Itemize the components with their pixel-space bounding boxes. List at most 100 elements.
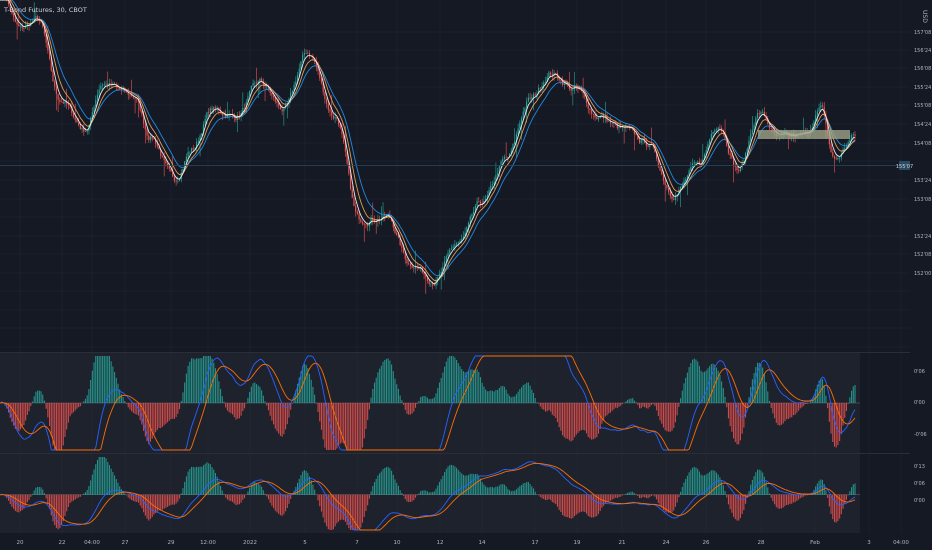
slow-line [0, 355, 856, 451]
fast-line [0, 461, 856, 531]
candle-body [837, 157, 839, 160]
candle-body [283, 108, 285, 112]
candle-body [560, 80, 562, 81]
candle-body [455, 243, 458, 245]
candle-body [854, 134, 856, 136]
candle-body [98, 89, 100, 95]
candle-body [324, 92, 326, 99]
candle-body [534, 94, 536, 96]
candle-body [119, 87, 121, 90]
candle-body [426, 277, 429, 282]
candle-body [647, 145, 649, 147]
candle-body [90, 117, 92, 126]
candle-body [100, 86, 102, 90]
candle-body [833, 156, 836, 159]
candle-body [466, 227, 468, 233]
candle-body [715, 129, 718, 131]
candle-body [404, 252, 406, 260]
candle-body [714, 130, 716, 132]
candle-body [168, 166, 170, 169]
candle-body [173, 176, 176, 181]
candle-body [474, 205, 476, 212]
candle-body [615, 123, 617, 125]
candle-body [609, 121, 612, 124]
candle-body [591, 109, 593, 114]
candle-body [464, 232, 466, 237]
candle-body [161, 155, 164, 158]
candle-body [372, 218, 374, 221]
candle-body [541, 86, 543, 88]
candle-body [850, 135, 853, 140]
candle-body [339, 124, 341, 129]
candle-body [355, 206, 357, 212]
candle-body [678, 190, 680, 195]
candle-body [618, 126, 620, 129]
candle-body [500, 161, 502, 167]
candle-body [659, 166, 661, 171]
candle-body [476, 201, 478, 206]
candle-body [683, 180, 685, 185]
candle-body [820, 105, 822, 108]
candle-body [211, 108, 213, 111]
candle-body [192, 148, 194, 150]
candle-body [611, 122, 613, 124]
candle-body [107, 83, 109, 86]
time-tick-label: 10 [394, 540, 401, 546]
time-tick-label: 27 [122, 540, 129, 546]
candle-body [52, 70, 54, 82]
candle-body [432, 283, 434, 286]
candle-body [818, 107, 820, 112]
candle-body [59, 99, 61, 102]
time-tick-label: 29 [168, 540, 175, 546]
candle-body [337, 118, 340, 125]
candle-body [96, 94, 99, 101]
candle-body [507, 157, 509, 158]
time-tick-label: 19 [574, 540, 581, 546]
candle-body [259, 79, 261, 82]
candle-body [517, 128, 519, 135]
candle-body [519, 122, 521, 129]
candle-body [423, 272, 425, 275]
candle-body [163, 157, 165, 161]
candle-body [216, 107, 218, 109]
candle-body [450, 248, 453, 250]
candle-body [320, 77, 323, 83]
time-tick-label: 14 [479, 540, 486, 546]
candle-body [23, 28, 25, 29]
candle-body [815, 115, 817, 122]
price-tick-label: 152'08 [914, 252, 931, 258]
candle-body [414, 267, 417, 269]
candle-body [206, 112, 208, 119]
candle-body [334, 117, 336, 119]
candle-body [567, 84, 569, 86]
candle-body [710, 134, 712, 140]
candle-body [727, 145, 730, 154]
candle-body [668, 188, 670, 193]
candle-body [329, 109, 331, 112]
candle-body [319, 70, 321, 78]
candle-body [531, 97, 533, 99]
candle-body [74, 117, 76, 120]
candle-body [616, 123, 618, 129]
candle-body [550, 72, 552, 75]
candle-body [690, 167, 692, 171]
candle-body [237, 115, 239, 120]
candle-body [394, 227, 396, 233]
candle-body [397, 235, 400, 238]
candle-body [445, 256, 447, 261]
candle-body [661, 170, 663, 175]
candle-body [139, 101, 141, 111]
candle-body [526, 101, 528, 109]
candle-body [746, 148, 748, 154]
ma-fast-line [0, 0, 856, 285]
candle-body [267, 86, 270, 89]
candle-body [673, 198, 675, 200]
candle-body [695, 162, 697, 163]
candle-body [679, 186, 682, 191]
candle-body [719, 127, 721, 129]
candle-body [760, 111, 762, 114]
candle-body [408, 263, 410, 264]
candle-body [666, 185, 668, 189]
candle-body [134, 97, 136, 99]
candle-body [62, 101, 64, 104]
